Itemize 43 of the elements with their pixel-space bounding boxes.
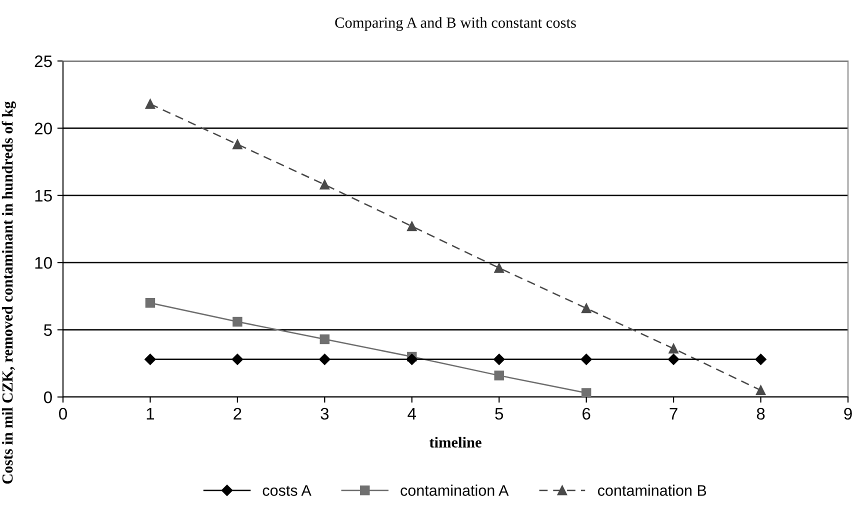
legend-label: contamination A	[400, 484, 509, 496]
point	[320, 180, 330, 190]
point	[494, 263, 504, 273]
x-tick-label: 1	[146, 408, 154, 420]
x-tick-label: 7	[670, 408, 678, 420]
point	[144, 354, 156, 365]
y-axis-title: Costs in mil CZK, removed contaminant in hundreds of kg	[2, 101, 16, 484]
x-tick-label: 4	[408, 408, 416, 420]
point	[668, 344, 678, 354]
point	[668, 354, 680, 365]
point	[755, 354, 766, 365]
y-tick-label: 5	[44, 324, 52, 336]
point	[145, 298, 156, 308]
legend-label: contamination B	[598, 484, 706, 496]
point	[580, 354, 592, 365]
point	[145, 99, 156, 109]
x-tick-label: 9	[844, 408, 852, 420]
y-tick-label: 10	[35, 257, 52, 269]
point	[494, 370, 504, 380]
x-tick-label: 6	[582, 408, 590, 420]
legend-label: costs A	[262, 485, 312, 496]
point	[232, 354, 244, 365]
x-tick-label: 0	[59, 408, 67, 420]
point	[232, 139, 242, 150]
x-tick-label: 5	[495, 408, 504, 420]
y-tick-label: 20	[34, 122, 52, 134]
x-tick-label: 3	[320, 408, 329, 420]
x-tick-label: 8	[756, 408, 765, 420]
point	[407, 221, 417, 232]
point	[232, 316, 242, 327]
point	[319, 354, 330, 365]
point	[406, 354, 418, 365]
y-tick-label: 25	[34, 55, 52, 68]
x-tick-label: 2	[234, 408, 242, 420]
chart-title: Comparing A and B with constant costs	[335, 17, 576, 31]
point	[581, 303, 592, 314]
point	[494, 354, 505, 365]
y-tick-label: 0	[44, 391, 52, 404]
point	[320, 334, 330, 344]
x-axis-title: timeline	[429, 436, 482, 448]
point	[581, 388, 592, 397]
y-tick-label: 15	[35, 190, 52, 202]
point	[756, 385, 766, 396]
